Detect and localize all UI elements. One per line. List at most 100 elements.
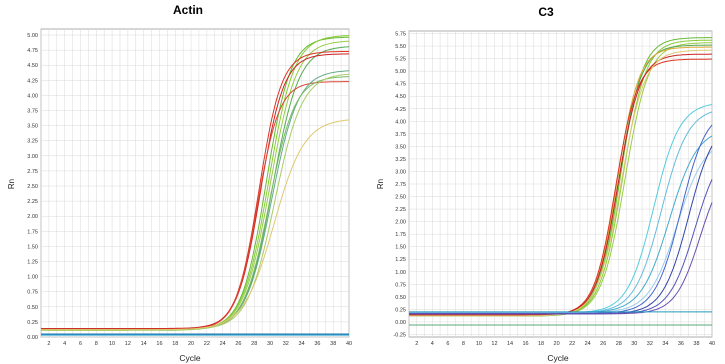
- c3-x-tick-label: 10: [476, 341, 482, 347]
- actin-y-tick-label: 0.00: [27, 335, 38, 341]
- actin-y-tick-label: 3.50: [27, 124, 38, 130]
- actin-y-tick-label: 0.75: [27, 290, 38, 296]
- actin-y-tick-label: 3.75: [27, 109, 38, 115]
- actin-y-axis-label: Rn: [7, 179, 16, 189]
- actin-y-tick-label: 1.25: [27, 260, 38, 266]
- c3-x-tick-label: 22: [569, 341, 575, 347]
- c3-plot-area: [408, 30, 713, 338]
- actin-y-tick-label: 3.00: [27, 154, 38, 160]
- actin-x-tick-label: 16: [156, 341, 162, 347]
- c3-y-tick-label: 2.50: [395, 195, 406, 201]
- actin-x-tick-label: 26: [235, 341, 241, 347]
- actin-x-tick-label: 28: [251, 341, 257, 347]
- actin-x-tick-label: 22: [204, 341, 210, 347]
- actin-x-tick-label: 12: [125, 341, 131, 347]
- actin-x-tick-label: 36: [314, 341, 320, 347]
- c3-y-tick-label: 0.75: [395, 282, 406, 288]
- actin-y-tick-label: 1.75: [27, 229, 38, 235]
- c3-y-tick-label: 3.00: [395, 169, 406, 175]
- actin-x-tick-label: 8: [95, 341, 98, 347]
- c3-y-tick-label: 5.25: [395, 57, 406, 63]
- c3-y-tick-label: 0.25: [395, 307, 406, 313]
- actin-x-tick-label: 6: [79, 341, 82, 347]
- actin-y-tick-label: 2.25: [27, 199, 38, 205]
- c3-x-tick-label: 26: [600, 341, 606, 347]
- c3-y-tick-label: 1.00: [395, 270, 406, 276]
- c3-y-tick-label: 3.75: [395, 132, 406, 138]
- actin-y-tick-label: 0.25: [27, 320, 38, 326]
- actin-x-tick-label: 34: [299, 341, 305, 347]
- actin-y-tick-label: 5.00: [27, 33, 38, 39]
- actin-x-tick-label: 18: [172, 341, 178, 347]
- c3-x-tick-label: 6: [446, 341, 449, 347]
- actin-y-tick-label: 2.75: [27, 169, 38, 175]
- actin-x-tick-label: 2: [47, 341, 50, 347]
- c3-x-tick-label: 14: [507, 341, 513, 347]
- c3-x-tick-label: 32: [647, 341, 653, 347]
- actin-y-tick-label: 1.50: [27, 244, 38, 250]
- actin-y-tick-label: 4.75: [27, 48, 38, 54]
- actin-y-tick-label: 2.00: [27, 214, 38, 220]
- actin-y-tick-label: 3.25: [27, 139, 38, 145]
- actin-x-tick-label: 24: [220, 341, 226, 347]
- actin-x-tick-label: 4: [63, 341, 66, 347]
- c3-y-tick-label: 2.25: [395, 207, 406, 213]
- actin-chart: Actin Cycle Rn 0.00 0.25 0.50 0.75 1.00 1.25 1…: [7, 3, 352, 363]
- c3-y-tick-label: 1.25: [395, 257, 406, 263]
- c3-x-tick-label: 4: [431, 341, 434, 347]
- actin-plot-frame: [40, 28, 350, 338]
- actin-y-tick-label: 2.50: [27, 184, 38, 190]
- actin-y-tick-label: 1.00: [27, 275, 38, 281]
- actin-amplification-curve-6: [41, 53, 349, 329]
- c3-x-tick-label: 12: [491, 341, 497, 347]
- actin-x-tick-label: 40: [346, 341, 352, 347]
- c3-y-tick-label: 3.25: [395, 157, 406, 163]
- c3-y-tick-label: 0.50: [395, 295, 406, 301]
- c3-x-tick-label: 34: [662, 341, 668, 347]
- c3-y-tick-label: 4.25: [395, 107, 406, 113]
- c3-y-tick-label: -0.25: [393, 332, 406, 338]
- c3-x-tick-label: 30: [631, 341, 637, 347]
- c3-x-tick-label: 36: [678, 341, 684, 347]
- c3-x-tick-label: 2: [415, 341, 418, 347]
- c3-y-tick-label: 0.00: [395, 320, 406, 326]
- actin-x-axis-label: Cycle: [179, 353, 201, 363]
- c3-y-tick-label: 3.50: [395, 144, 406, 150]
- actin-chart-title: Actin: [173, 3, 203, 17]
- actin-x-tick-label: 10: [109, 341, 115, 347]
- c3-y-tick-label: 4.50: [395, 94, 406, 100]
- actin-y-tick-label: 4.00: [27, 93, 38, 99]
- c3-y-axis-label: Rn: [376, 179, 385, 189]
- c3-x-tick-label: 38: [693, 341, 699, 347]
- c3-y-tick-label: 4.00: [395, 119, 406, 125]
- actin-y-tick-label: 4.25: [27, 78, 38, 84]
- c3-amplification-curve-16: [409, 202, 713, 315]
- c3-x-tick-label: 8: [462, 341, 465, 347]
- c3-x-tick-label: 28: [616, 341, 622, 347]
- c3-y-tick-label: 1.75: [395, 232, 406, 238]
- actin-x-tick-label: 14: [141, 341, 147, 347]
- c3-y-tick-label: 2.75: [395, 182, 406, 188]
- actin-x-tick-label: 32: [283, 341, 289, 347]
- c3-x-tick-label: 18: [538, 341, 544, 347]
- actin-x-tick-label: 30: [267, 341, 273, 347]
- c3-x-axis-label: Cycle: [547, 353, 569, 363]
- c3-x-tick-label: 16: [522, 341, 528, 347]
- c3-x-tick-label: 24: [585, 341, 591, 347]
- actin-y-tick-label: 4.50: [27, 63, 38, 69]
- actin-y-tick-label: 0.50: [27, 305, 38, 311]
- c3-chart-title: C3: [538, 5, 554, 19]
- c3-y-tick-label: 2.00: [395, 220, 406, 226]
- actin-x-tick-label: 38: [330, 341, 336, 347]
- actin-curves: [41, 35, 350, 336]
- c3-y-tick-label: 4.75: [395, 82, 406, 88]
- c3-y-tick-label: 1.50: [395, 245, 406, 251]
- c3-y-tick-label: 5.00: [395, 69, 406, 75]
- c3-x-tick-label: 40: [709, 341, 715, 347]
- c3-y-tick-label: 5.75: [395, 32, 406, 38]
- c3-x-tick-label: 20: [554, 341, 560, 347]
- actin-x-tick-label: 20: [188, 341, 194, 347]
- c3-chart: C3 Cycle Rn -0.25 0.00 0.25 0.50 0.75 1.00 1.2…: [376, 5, 715, 363]
- c3-curves: [409, 37, 713, 326]
